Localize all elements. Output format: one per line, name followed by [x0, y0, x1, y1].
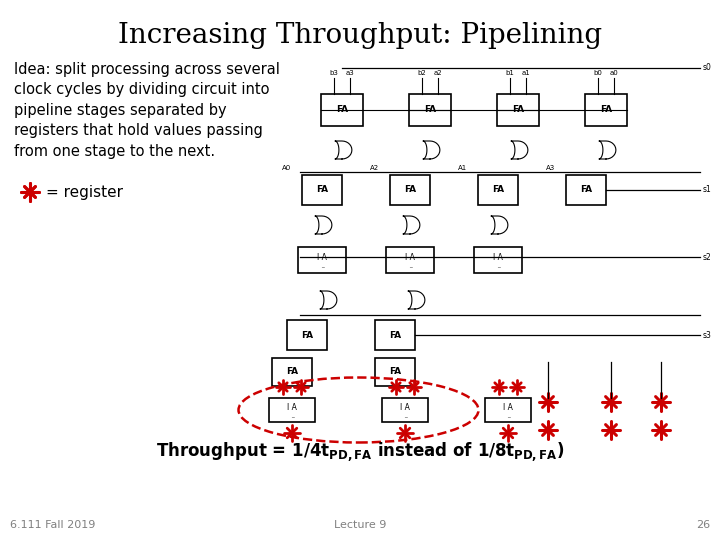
Bar [390, 175, 430, 205]
Bar [386, 247, 434, 273]
Bar [497, 94, 539, 126]
Text: a0: a0 [610, 70, 618, 76]
Text: I A: I A [493, 253, 503, 261]
Text: _: _ [291, 413, 293, 417]
Text: _: _ [507, 413, 509, 417]
Bar [321, 94, 363, 126]
Text: FA: FA [600, 105, 612, 114]
Text: A0: A0 [282, 165, 292, 171]
Polygon shape [335, 141, 352, 159]
Bar [269, 398, 315, 422]
Text: a1: a1 [521, 70, 531, 76]
Text: FA: FA [286, 368, 298, 376]
Bar [474, 247, 522, 273]
Bar [382, 398, 428, 422]
Polygon shape [408, 291, 425, 309]
Bar [375, 320, 415, 350]
Text: s0: s0 [703, 64, 712, 72]
Text: I A: I A [317, 253, 327, 261]
Bar [375, 358, 415, 386]
Text: _: _ [404, 413, 406, 417]
Text: s2: s2 [703, 253, 712, 261]
Bar [566, 175, 606, 205]
Text: _: _ [497, 262, 500, 267]
Text: Lecture 9: Lecture 9 [334, 520, 386, 530]
Polygon shape [320, 291, 337, 309]
Polygon shape [491, 216, 508, 234]
Text: I A: I A [503, 402, 513, 411]
Text: _: _ [409, 262, 411, 267]
Polygon shape [511, 141, 528, 159]
Text: I A: I A [405, 253, 415, 261]
Text: 6.111 Fall 2019: 6.111 Fall 2019 [10, 520, 95, 530]
Bar [485, 398, 531, 422]
Bar [298, 247, 346, 273]
Text: A1: A1 [458, 165, 467, 171]
Bar [302, 175, 342, 205]
Text: b0: b0 [593, 70, 603, 76]
Text: = register: = register [46, 185, 123, 199]
Text: 26: 26 [696, 520, 710, 530]
Text: FA: FA [424, 105, 436, 114]
Text: FA: FA [389, 330, 401, 340]
Polygon shape [315, 216, 332, 234]
Text: s3: s3 [703, 330, 712, 340]
Text: FA: FA [336, 105, 348, 114]
Text: FA: FA [512, 105, 524, 114]
Text: FA: FA [316, 186, 328, 194]
Text: s1: s1 [703, 186, 712, 194]
Text: a3: a3 [346, 70, 354, 76]
Bar [287, 320, 327, 350]
Polygon shape [403, 216, 420, 234]
Text: I A: I A [400, 402, 410, 411]
Text: b1: b1 [505, 70, 514, 76]
Bar [478, 175, 518, 205]
Text: I A: I A [287, 402, 297, 411]
Text: A3: A3 [546, 165, 555, 171]
Text: _: _ [320, 262, 323, 267]
Polygon shape [423, 141, 440, 159]
Text: FA: FA [492, 186, 504, 194]
Polygon shape [599, 141, 616, 159]
Text: Increasing Throughput: Pipelining: Increasing Throughput: Pipelining [118, 22, 602, 49]
Bar [585, 94, 627, 126]
Text: b3: b3 [330, 70, 338, 76]
Text: Idea: split processing across several
clock cycles by dividing circuit into
pipe: Idea: split processing across several cl… [14, 62, 280, 159]
Text: FA: FA [404, 186, 416, 194]
Text: FA: FA [389, 368, 401, 376]
Text: Throughput = 1/4t$_{\mathregular{PD,FA}}$ instead of 1/8t$_{\mathregular{PD,FA}}: Throughput = 1/4t$_{\mathregular{PD,FA}}… [156, 441, 564, 463]
Bar [409, 94, 451, 126]
Text: b2: b2 [418, 70, 426, 76]
Text: FA: FA [580, 186, 592, 194]
Text: a2: a2 [433, 70, 442, 76]
Text: A2: A2 [370, 165, 379, 171]
Bar [272, 358, 312, 386]
Text: FA: FA [301, 330, 313, 340]
